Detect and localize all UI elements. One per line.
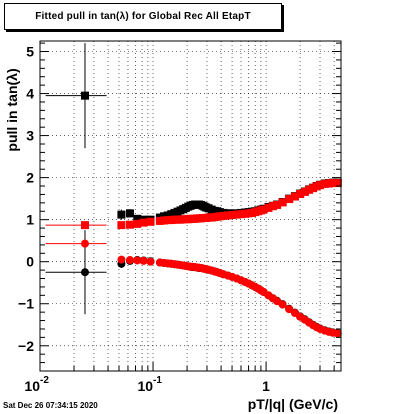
data-point-circle: [117, 255, 126, 264]
data-point-square: [219, 211, 228, 220]
data-point-square: [316, 181, 325, 190]
data-point-square: [223, 211, 232, 220]
data-point-square: [146, 217, 155, 226]
x-tick-label: 10: [137, 378, 153, 394]
title-box: Fitted pull in tan(λ) for Global Rec All…: [4, 3, 282, 30]
data-point-square: [125, 209, 134, 218]
data-point-square: [117, 221, 126, 230]
series-2: [45, 230, 342, 338]
data-point-square: [264, 203, 273, 212]
series-3: [45, 239, 342, 338]
y-tick-label: 5: [26, 44, 34, 60]
y-tick-label: 2: [26, 170, 34, 186]
data-point-square: [290, 192, 299, 201]
y-tick-label: −2: [18, 338, 34, 354]
plot-frame: [39, 40, 342, 372]
data-point-square: [273, 200, 282, 209]
data-point-square: [117, 210, 126, 219]
data-point-square: [285, 195, 294, 204]
y-tick-label: 4: [26, 86, 34, 102]
data-point-square: [259, 205, 268, 214]
data-point-circle: [125, 256, 134, 265]
data-point-square: [333, 179, 342, 188]
series-1: [45, 179, 342, 230]
data-point-circle: [146, 257, 155, 266]
x-tick-label: 10: [24, 378, 40, 394]
data-point-square: [328, 179, 337, 188]
x-axis-label: pT/|q| (GeV/c): [247, 396, 338, 412]
x-tick-exponent: -2: [40, 375, 49, 386]
y-tick-label: 1: [26, 212, 34, 228]
x-tick-exponent: -1: [153, 375, 162, 386]
data-point-square: [125, 220, 134, 229]
data-point-square: [320, 179, 329, 188]
data-point-circle: [133, 256, 142, 265]
data-point-square: [133, 214, 142, 223]
data-point-circle: [80, 239, 89, 248]
data-point-square: [268, 202, 277, 211]
data-point-square: [296, 190, 305, 199]
data-point-square: [278, 198, 287, 207]
data-point-square: [232, 210, 241, 219]
y-tick-label: 0: [26, 254, 34, 270]
x-tick-label: 1: [262, 378, 270, 394]
data-point-square: [155, 216, 164, 225]
data-point-circle: [80, 268, 89, 277]
y-tick-label: 3: [26, 128, 34, 144]
y-axis-label: pull in tan(λ): [2, 60, 22, 160]
data-point-circle: [278, 300, 287, 309]
date-stamp: Sat Dec 26 07:34:15 2020: [3, 401, 98, 410]
data-point-circle: [333, 329, 342, 338]
data-point-circle: [285, 305, 294, 314]
data-layer: [45, 43, 342, 338]
data-point-square: [300, 187, 309, 196]
data-point-circle: [139, 256, 148, 265]
data-point-square: [139, 218, 148, 227]
data-point-square: [80, 221, 89, 230]
chart-title: Fitted pull in tan(λ) for Global Rec All…: [35, 11, 251, 22]
y-axis-label-text: pull in tan(λ): [4, 68, 20, 152]
data-point-square: [80, 91, 89, 100]
data-point-square: [228, 211, 237, 220]
y-tick-label: −1: [18, 296, 34, 312]
data-point-square: [133, 219, 142, 228]
